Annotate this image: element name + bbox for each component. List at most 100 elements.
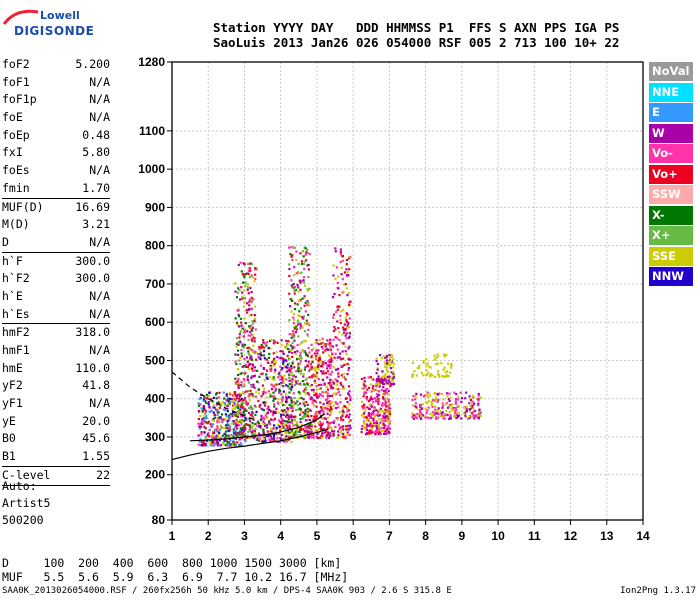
echo-point xyxy=(288,424,291,427)
echo-point xyxy=(459,391,462,394)
echo-point xyxy=(308,287,311,291)
echo-point xyxy=(235,424,238,427)
echo-point xyxy=(347,322,350,325)
echo-point xyxy=(260,440,264,443)
echo-point xyxy=(383,361,386,364)
echo-point xyxy=(288,386,291,389)
echo-point xyxy=(318,361,321,365)
echo-point xyxy=(283,378,286,381)
echo-point xyxy=(332,313,336,316)
echo-point xyxy=(293,318,296,321)
echo-point xyxy=(372,431,375,434)
echo-point xyxy=(217,428,220,431)
param-value: 0.48 xyxy=(82,127,110,142)
echo-point xyxy=(339,352,342,355)
echo-point xyxy=(390,383,393,386)
echo-point xyxy=(277,398,280,401)
echo-point xyxy=(288,431,291,434)
echo-point xyxy=(277,411,280,414)
param-row: C-level 22 xyxy=(2,467,110,485)
echo-point xyxy=(307,436,310,439)
echo-point xyxy=(205,401,208,405)
echo-point xyxy=(201,442,204,445)
echo-point xyxy=(297,366,300,369)
echo-point xyxy=(416,412,419,416)
echo-point xyxy=(226,440,229,443)
echo-point xyxy=(424,394,427,397)
echo-point xyxy=(242,262,245,265)
echo-point xyxy=(317,428,320,431)
echo-point xyxy=(312,433,315,436)
echo-point xyxy=(464,414,467,417)
echo-point xyxy=(235,336,238,340)
echo-point xyxy=(383,403,386,406)
echo-point xyxy=(222,418,225,421)
param-value: 300.0 xyxy=(75,253,110,268)
echo-point xyxy=(367,376,370,379)
echo-point xyxy=(375,372,378,375)
echo-point xyxy=(307,426,311,429)
param-row: B0 45.6 xyxy=(2,430,110,448)
echo-point xyxy=(257,432,260,435)
echo-point xyxy=(343,363,346,367)
echo-point xyxy=(241,295,244,298)
echo-point xyxy=(477,394,480,397)
echo-point xyxy=(334,406,338,410)
echo-point xyxy=(447,374,450,378)
echo-point xyxy=(326,434,329,437)
echo-point xyxy=(215,403,219,407)
echo-point xyxy=(248,429,251,433)
echo-point xyxy=(293,285,297,289)
echo-point xyxy=(245,390,248,393)
echo-point xyxy=(249,405,252,408)
echo-point xyxy=(348,332,351,335)
echo-point xyxy=(292,246,296,249)
echo-point xyxy=(373,397,376,400)
echo-point xyxy=(371,397,374,401)
echo-point xyxy=(232,422,235,426)
echo-point xyxy=(310,356,313,359)
echo-point xyxy=(205,421,208,424)
echo-point xyxy=(240,324,243,327)
echo-point xyxy=(246,434,249,437)
echo-point xyxy=(288,415,291,418)
echo-point xyxy=(239,418,242,422)
echo-point xyxy=(443,355,446,358)
echo-point xyxy=(281,380,285,383)
echo-point xyxy=(312,374,315,378)
echo-point xyxy=(225,392,229,396)
echo-point xyxy=(250,431,253,434)
echo-point xyxy=(335,402,338,405)
echo-point xyxy=(201,444,204,447)
echo-point xyxy=(262,428,265,431)
echo-point xyxy=(272,399,275,402)
echo-point xyxy=(375,379,378,382)
echo-point xyxy=(243,357,246,361)
echo-point xyxy=(292,332,295,336)
echo-point xyxy=(234,381,237,384)
echo-point xyxy=(272,419,275,422)
echo-point xyxy=(341,406,344,409)
echo-point xyxy=(319,342,323,345)
echo-point xyxy=(379,432,383,436)
echo-point xyxy=(457,411,461,414)
echo-point xyxy=(347,358,350,361)
echo-point xyxy=(442,398,445,401)
echo-point xyxy=(435,412,438,415)
param-row: hmE 110.0 xyxy=(2,360,110,378)
echo-point xyxy=(363,412,366,415)
echo-point xyxy=(389,367,393,370)
echo-point xyxy=(326,392,329,395)
echo-point xyxy=(235,396,239,399)
echo-point xyxy=(332,366,335,369)
echo-point xyxy=(327,354,331,357)
echo-point xyxy=(304,393,308,396)
echo-point xyxy=(314,341,317,344)
echo-point xyxy=(269,423,272,426)
echo-point xyxy=(412,394,415,398)
legend-item-vo-: Vo+ xyxy=(649,164,693,184)
echo-point xyxy=(306,418,309,422)
echo-point xyxy=(288,382,291,386)
echo-point xyxy=(340,364,343,367)
echo-point xyxy=(296,350,299,353)
